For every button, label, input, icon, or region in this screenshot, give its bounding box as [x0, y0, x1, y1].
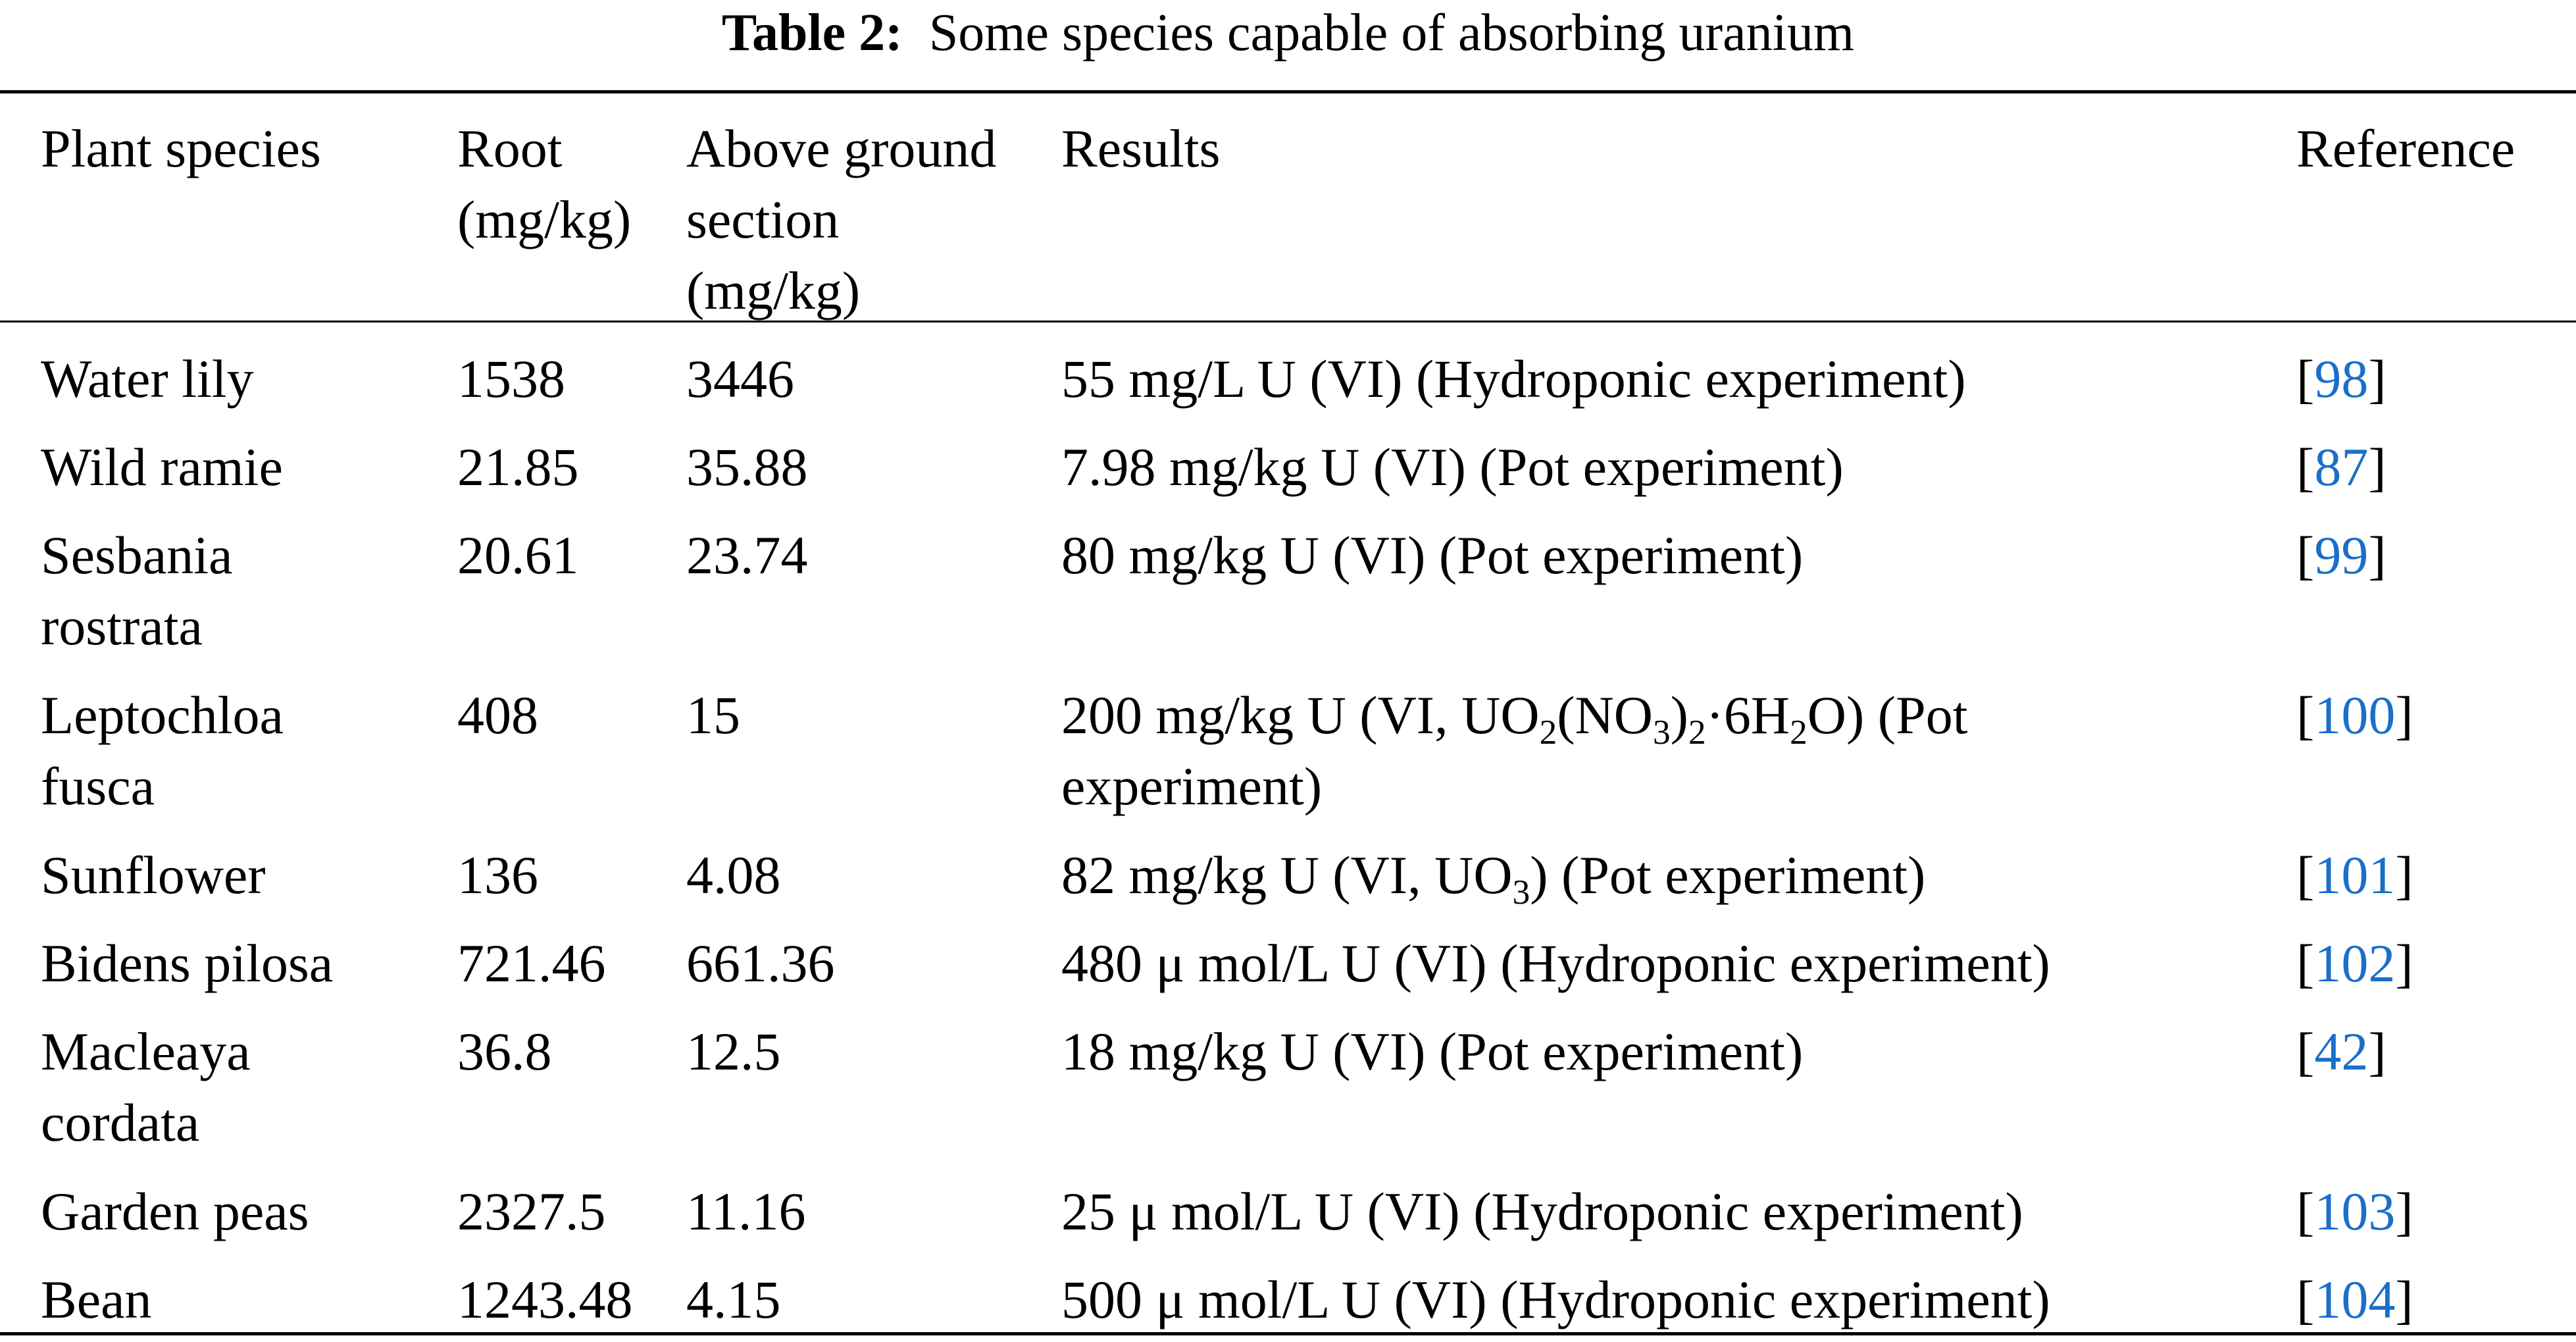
cell-line: Leptochloa [41, 685, 284, 745]
cell-results: 200 mg/kg U (VI, UO2(NO3)2·6H2O) (Pot ex… [1061, 680, 1968, 822]
reference-link[interactable]: 103 [2314, 1181, 2396, 1241]
cell-plant-species: Sunflower [41, 840, 266, 911]
cell-line: 18 mg/kg U (VI) (Pot experiment) [1061, 1021, 1804, 1081]
table-bottom-rule [0, 1332, 2576, 1335]
cell-plant-species: Leptochloa fusca [41, 680, 284, 822]
table-caption: Table 2: Some species capable of absorbi… [0, 0, 2576, 72]
cell-line: 55 mg/L U (VI) (Hydroponic experiment) [1061, 349, 1966, 409]
reference-link[interactable]: 42 [2314, 1021, 2369, 1081]
cell-line: 7.98 mg/kg U (VI) (Pot experiment) [1061, 437, 1844, 497]
cell-line: 500 μ mol/L U (VI) (Hydroponic experimen… [1061, 1270, 2050, 1329]
cell-results: 80 mg/kg U (VI) (Pot experiment) [1061, 520, 1803, 591]
header-line: section [686, 190, 840, 249]
cell-line: 25 μ mol/L U (VI) (Hydroponic experiment… [1061, 1181, 2023, 1241]
cell-reference: [102] [2296, 933, 2413, 993]
header-line: Plant species [41, 118, 321, 178]
cell-above-ground: 11.16 [686, 1181, 806, 1241]
cell-line: experiment) [1061, 756, 1323, 816]
cell-line: Wild ramie [41, 437, 283, 497]
cell-line: 82 mg/kg U (VI, UO3) (Pot experiment) [1061, 845, 1926, 912]
reference-link[interactable]: 100 [2314, 685, 2396, 745]
cell-root: 1243.48 [457, 1270, 633, 1329]
cell-results: 7.98 mg/kg U (VI) (Pot experiment) [1061, 432, 1844, 503]
cell-above-ground: 12.5 [686, 1021, 781, 1081]
header-line: Results [1061, 118, 1221, 178]
cell-root: 20.61 [457, 525, 579, 585]
cell-reference: [100] [2296, 685, 2413, 745]
cell-root: 136 [457, 845, 538, 905]
cell-line: fusca [41, 756, 155, 816]
cell-reference: [98] [2296, 349, 2387, 409]
cell-above-ground: 35.88 [686, 437, 808, 497]
cell-above-ground: 661.36 [686, 933, 835, 993]
cell-results: 480 μ mol/L U (VI) (Hydroponic experimen… [1061, 928, 2050, 999]
header-line: Reference [2296, 118, 2515, 178]
cell-above-ground: 4.08 [686, 845, 781, 905]
header-separator-rule [0, 321, 2576, 323]
cell-line: Bidens pilosa [41, 933, 334, 993]
cell-reference: [103] [2296, 1181, 2413, 1241]
cell-line: 480 μ mol/L U (VI) (Hydroponic experimen… [1061, 933, 2050, 993]
cell-plant-species: Bean [41, 1264, 151, 1335]
cell-line: Sunflower [41, 845, 266, 905]
cell-root: 2327.5 [457, 1181, 606, 1241]
cell-reference: [87] [2296, 437, 2387, 497]
cell-plant-species: Bidens pilosa [41, 928, 333, 999]
header-above-ground: Above ground section (mg/kg) [686, 113, 996, 326]
cell-reference: [42] [2296, 1021, 2387, 1081]
header-plant-species: Plant species [41, 113, 321, 184]
cell-above-ground: 15 [686, 685, 740, 745]
cell-reference: [99] [2296, 525, 2387, 585]
cell-plant-species: Sesbania rostrata [41, 520, 232, 662]
reference-link[interactable]: 98 [2314, 349, 2369, 409]
cell-root: 21.85 [457, 437, 579, 497]
cell-plant-species: Garden peas [41, 1176, 309, 1247]
cell-line: rostrata [41, 596, 203, 656]
cell-results: 500 μ mol/L U (VI) (Hydroponic experimen… [1061, 1264, 2050, 1335]
header-line: (mg/kg) [686, 261, 861, 321]
cell-line: Garden peas [41, 1181, 309, 1241]
cell-above-ground: 23.74 [686, 525, 808, 585]
header-line: Above ground [686, 118, 997, 178]
reference-link[interactable]: 102 [2314, 933, 2396, 993]
cell-line: 80 mg/kg U (VI) (Pot experiment) [1061, 525, 1804, 585]
cell-results: 55 mg/L U (VI) (Hydroponic experiment) [1061, 344, 1966, 415]
cell-above-ground: 4.15 [686, 1270, 781, 1329]
cell-results: 25 μ mol/L U (VI) (Hydroponic experiment… [1061, 1176, 2023, 1247]
cell-line: 200 mg/kg U (VI, UO2(NO3)2·6H2O) (Pot [1061, 685, 1968, 752]
cell-line: cordata [41, 1093, 200, 1152]
cell-above-ground: 3446 [686, 349, 794, 409]
cell-root: 1538 [457, 349, 565, 409]
header-reference: Reference [2296, 113, 2515, 184]
caption-text: Some species capable of absorbing uraniu… [928, 4, 1855, 62]
cell-line: Sesbania [41, 525, 233, 585]
caption-label: Table 2: [721, 4, 903, 62]
cell-root: 408 [457, 685, 538, 745]
header-line: Root [457, 118, 563, 178]
cell-reference: [101] [2296, 845, 2413, 905]
cell-line: Water lily [41, 349, 254, 409]
cell-reference: [104] [2296, 1270, 2413, 1329]
cell-line: Bean [41, 1270, 152, 1329]
cell-root: 36.8 [457, 1021, 552, 1081]
header-results: Results [1061, 113, 1220, 184]
header-root: Root (mg/kg) [457, 113, 631, 255]
cell-plant-species: Water lily [41, 344, 254, 415]
table-top-rule [0, 90, 2576, 93]
reference-link[interactable]: 101 [2314, 845, 2396, 905]
cell-results: 82 mg/kg U (VI, UO3) (Pot experiment) [1061, 840, 1925, 911]
cell-root: 721.46 [457, 933, 606, 993]
cell-plant-species: Wild ramie [41, 432, 283, 503]
cell-results: 18 mg/kg U (VI) (Pot experiment) [1061, 1016, 1803, 1087]
reference-link[interactable]: 104 [2314, 1270, 2396, 1329]
cell-line: Macleaya [41, 1021, 251, 1081]
cell-plant-species: Macleaya cordata [41, 1016, 251, 1158]
header-line: (mg/kg) [457, 190, 632, 249]
reference-link[interactable]: 87 [2314, 437, 2369, 497]
reference-link[interactable]: 99 [2314, 525, 2369, 585]
